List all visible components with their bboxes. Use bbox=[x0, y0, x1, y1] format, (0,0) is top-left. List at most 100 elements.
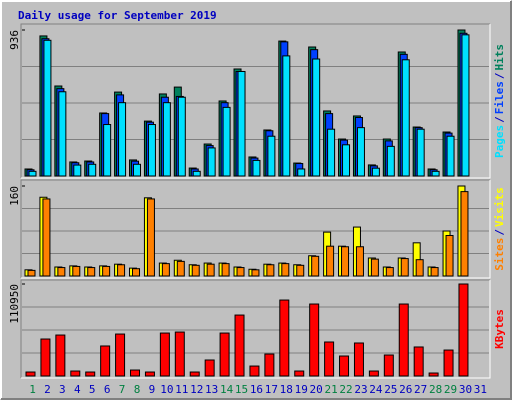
bar bbox=[282, 55, 291, 177]
bar bbox=[341, 246, 350, 277]
bar bbox=[118, 102, 127, 177]
legend-entry: Visits bbox=[493, 187, 506, 227]
bar bbox=[252, 159, 261, 177]
bar bbox=[413, 346, 424, 377]
bar bbox=[281, 263, 290, 277]
x-tick-label: 28 bbox=[429, 383, 442, 396]
bar bbox=[296, 264, 305, 277]
bar bbox=[326, 245, 335, 277]
bar bbox=[162, 102, 171, 177]
panel-bevel-dark bbox=[20, 279, 490, 378]
bar bbox=[115, 333, 126, 377]
bar bbox=[147, 124, 156, 177]
x-tick-label: 11 bbox=[175, 383, 188, 396]
bar bbox=[72, 265, 81, 277]
bar bbox=[368, 370, 379, 377]
bar bbox=[279, 299, 290, 377]
bar bbox=[102, 265, 111, 277]
bar bbox=[342, 144, 351, 177]
legend-entry: KBytes bbox=[493, 309, 506, 349]
x-tick-label: 10 bbox=[160, 383, 173, 396]
x-tick-label: 31 bbox=[474, 383, 487, 396]
x-tick-label: 23 bbox=[354, 383, 367, 396]
x-tick-label: 13 bbox=[205, 383, 218, 396]
y-tick-label: 160 bbox=[8, 186, 21, 206]
legend-separator: / bbox=[493, 116, 506, 123]
bar bbox=[312, 58, 321, 177]
x-tick-label: 3 bbox=[59, 383, 66, 396]
x-tick-label: 9 bbox=[149, 383, 156, 396]
bar bbox=[266, 264, 275, 277]
bar bbox=[297, 168, 306, 177]
bar bbox=[27, 269, 36, 277]
bar bbox=[353, 342, 364, 377]
x-tick-label: 6 bbox=[104, 383, 111, 396]
bar bbox=[206, 263, 215, 277]
bar bbox=[431, 170, 440, 177]
bar bbox=[461, 34, 470, 177]
bar bbox=[87, 267, 96, 277]
bar bbox=[400, 258, 409, 277]
legend: KBytes bbox=[493, 309, 506, 349]
x-tick-label: 5 bbox=[89, 383, 96, 396]
bar bbox=[88, 163, 97, 177]
x-tick-label: 27 bbox=[414, 383, 427, 396]
bar bbox=[73, 164, 82, 177]
bar bbox=[324, 341, 335, 377]
bar bbox=[355, 246, 364, 277]
x-tick-label: 24 bbox=[369, 383, 383, 396]
bar bbox=[117, 264, 126, 277]
bar bbox=[219, 332, 230, 377]
bar bbox=[146, 198, 155, 277]
bar bbox=[25, 371, 36, 377]
bar bbox=[251, 269, 260, 277]
bar bbox=[207, 147, 216, 177]
legend-entry: Hits bbox=[493, 44, 506, 71]
bar bbox=[234, 314, 245, 377]
bar bbox=[191, 264, 200, 277]
bar bbox=[327, 128, 336, 177]
bar bbox=[70, 370, 81, 377]
bar bbox=[236, 267, 245, 277]
bar bbox=[57, 267, 66, 277]
bar bbox=[415, 259, 424, 277]
x-tick-label: 17 bbox=[265, 383, 278, 396]
bar bbox=[176, 260, 185, 277]
x-tick-label: 20 bbox=[310, 383, 323, 396]
bar bbox=[237, 70, 246, 177]
legend-separator: / bbox=[493, 72, 506, 79]
legend: Pages/Files/Hits bbox=[493, 44, 506, 158]
chart-title: Daily usage for September 2019 bbox=[18, 9, 217, 22]
bar bbox=[58, 91, 67, 177]
x-tick-label: 8 bbox=[134, 383, 141, 396]
bar bbox=[85, 371, 96, 377]
x-tick-label: 12 bbox=[190, 383, 203, 396]
panel-bevel-light bbox=[21, 180, 491, 279]
bar bbox=[144, 371, 155, 377]
x-tick-label: 29 bbox=[444, 383, 457, 396]
y-tick-label: 110950 bbox=[8, 284, 21, 324]
y-tick-label: 936 bbox=[8, 30, 21, 50]
bar bbox=[40, 338, 51, 377]
panel-bevel-light bbox=[21, 24, 491, 179]
bar bbox=[189, 371, 200, 377]
bar bbox=[309, 303, 320, 377]
bar bbox=[430, 267, 439, 277]
bar bbox=[159, 332, 170, 377]
bar bbox=[443, 349, 454, 377]
x-tick-label: 18 bbox=[280, 383, 293, 396]
x-tick-label: 22 bbox=[339, 383, 352, 396]
bar bbox=[132, 268, 141, 277]
bar bbox=[416, 128, 425, 177]
bar bbox=[386, 145, 395, 177]
bar bbox=[428, 372, 439, 377]
bar bbox=[398, 303, 409, 377]
bar bbox=[311, 255, 320, 277]
bar bbox=[446, 135, 455, 177]
legend-entry: Pages bbox=[493, 125, 506, 158]
bar bbox=[174, 331, 185, 377]
bar bbox=[103, 124, 112, 177]
bar bbox=[249, 365, 260, 377]
